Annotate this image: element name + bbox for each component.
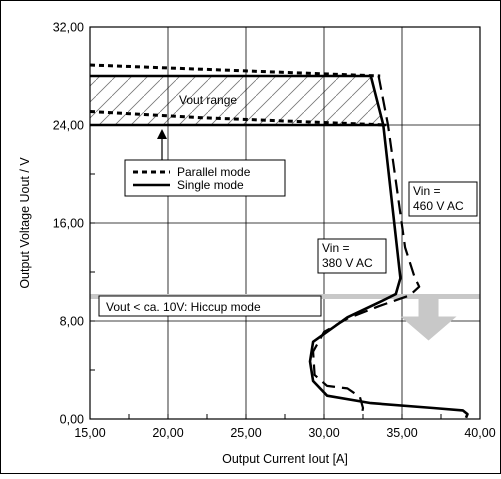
x-tick-label: 25,00 bbox=[230, 426, 261, 440]
x-tick-label: 40,00 bbox=[464, 426, 495, 440]
vin-annotation-text: 460 V AC bbox=[413, 199, 464, 213]
series-line-dashed bbox=[312, 75, 421, 417]
vin-annotation-box bbox=[408, 181, 478, 217]
hiccup-label-box bbox=[98, 295, 322, 317]
vin-annotation-text: Vin = bbox=[322, 241, 349, 255]
vin-annotation-box bbox=[317, 238, 387, 274]
y-tick-label: 16,00 bbox=[53, 217, 84, 231]
hiccup-label: Vout < ca. 10V: Hiccup mode bbox=[106, 300, 261, 314]
x-tick-label: 15,00 bbox=[74, 426, 105, 440]
vout-range-band bbox=[90, 76, 384, 125]
series-line-dotted bbox=[89, 110, 387, 127]
vin-annotation-text: 380 V AC bbox=[322, 256, 373, 270]
series-line-dotted bbox=[89, 63, 381, 78]
x-tick-label: 35,00 bbox=[386, 426, 417, 440]
x-axis-title: Output Current Iout [A] bbox=[222, 452, 348, 466]
legend-label: Parallel mode bbox=[177, 165, 251, 179]
vin-annotation-text: Vin = bbox=[413, 184, 440, 198]
legend-label: Single mode bbox=[177, 178, 244, 192]
y-tick-label: 32,00 bbox=[53, 21, 84, 35]
vout-range-label: Vout range bbox=[179, 93, 237, 107]
vout-range-arrow-head bbox=[157, 129, 167, 139]
y-axis-title: Output Voltage Uout / V bbox=[18, 157, 32, 289]
hiccup-down-arrow bbox=[400, 298, 457, 341]
legend-box bbox=[124, 159, 286, 197]
y-tick-label: 24,00 bbox=[53, 119, 84, 133]
y-tick-label: 8,00 bbox=[60, 315, 84, 329]
x-tick-label: 30,00 bbox=[308, 426, 339, 440]
x-tick-label: 20,00 bbox=[152, 426, 183, 440]
series-line-solid bbox=[90, 74, 469, 419]
y-tick-label: 0,00 bbox=[60, 413, 84, 427]
